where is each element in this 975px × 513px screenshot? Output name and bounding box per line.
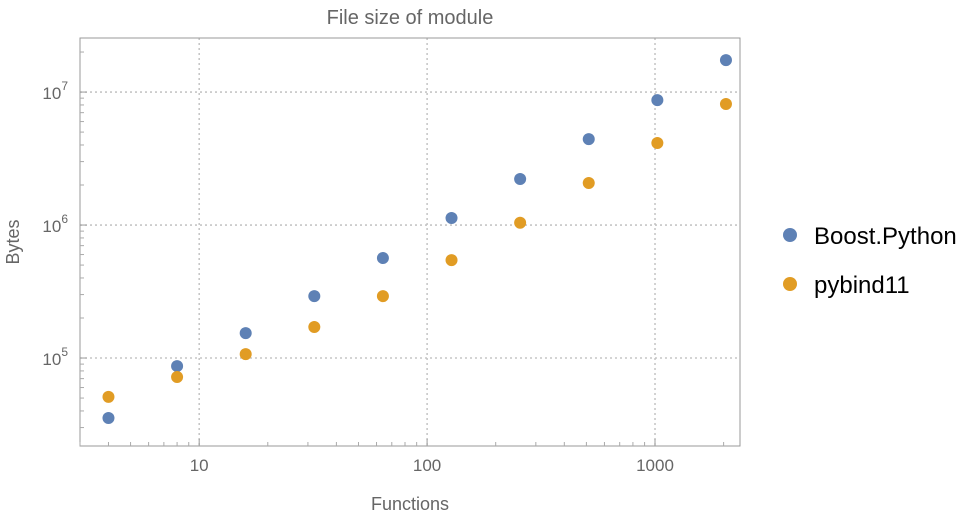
x-axis-label: Functions xyxy=(371,494,449,513)
data-point-boost-python xyxy=(171,360,184,373)
chart-title: File size of module xyxy=(327,7,494,29)
data-point-boost-python xyxy=(239,327,252,340)
x-tick-label: 100 xyxy=(413,456,441,475)
y-tick-label: 107 xyxy=(42,79,68,103)
data-point-pybind11 xyxy=(102,390,115,403)
data-point-boost-python xyxy=(582,133,595,146)
data-point-boost-python xyxy=(514,172,527,185)
x-tick-label: 1000 xyxy=(636,456,674,475)
data-point-pybind11 xyxy=(171,370,184,383)
data-point-boost-python xyxy=(102,412,115,425)
data-point-boost-python xyxy=(719,54,732,67)
legend-label: pybind11 xyxy=(814,272,910,299)
data-point-pybind11 xyxy=(445,254,458,267)
data-point-pybind11 xyxy=(582,177,595,190)
plot-frame xyxy=(79,37,741,447)
data-point-boost-python xyxy=(308,290,321,303)
data-point-pybind11 xyxy=(376,290,389,303)
x-tick-label: 10 xyxy=(190,456,209,475)
legend-marker xyxy=(783,228,797,242)
data-point-pybind11 xyxy=(514,216,527,229)
legend-marker xyxy=(783,277,797,291)
data-point-pybind11 xyxy=(651,136,664,149)
data-point-boost-python xyxy=(651,94,664,107)
data-point-pybind11 xyxy=(239,348,252,361)
y-tick-label: 106 xyxy=(42,212,68,236)
data-point-pybind11 xyxy=(308,321,321,334)
legend-label: Boost.Python xyxy=(814,223,957,250)
data-point-boost-python xyxy=(376,252,389,265)
data-point-pybind11 xyxy=(719,98,732,111)
y-axis-label: Bytes xyxy=(3,219,23,264)
y-tick-label: 105 xyxy=(42,345,68,369)
data-point-boost-python xyxy=(445,211,458,224)
